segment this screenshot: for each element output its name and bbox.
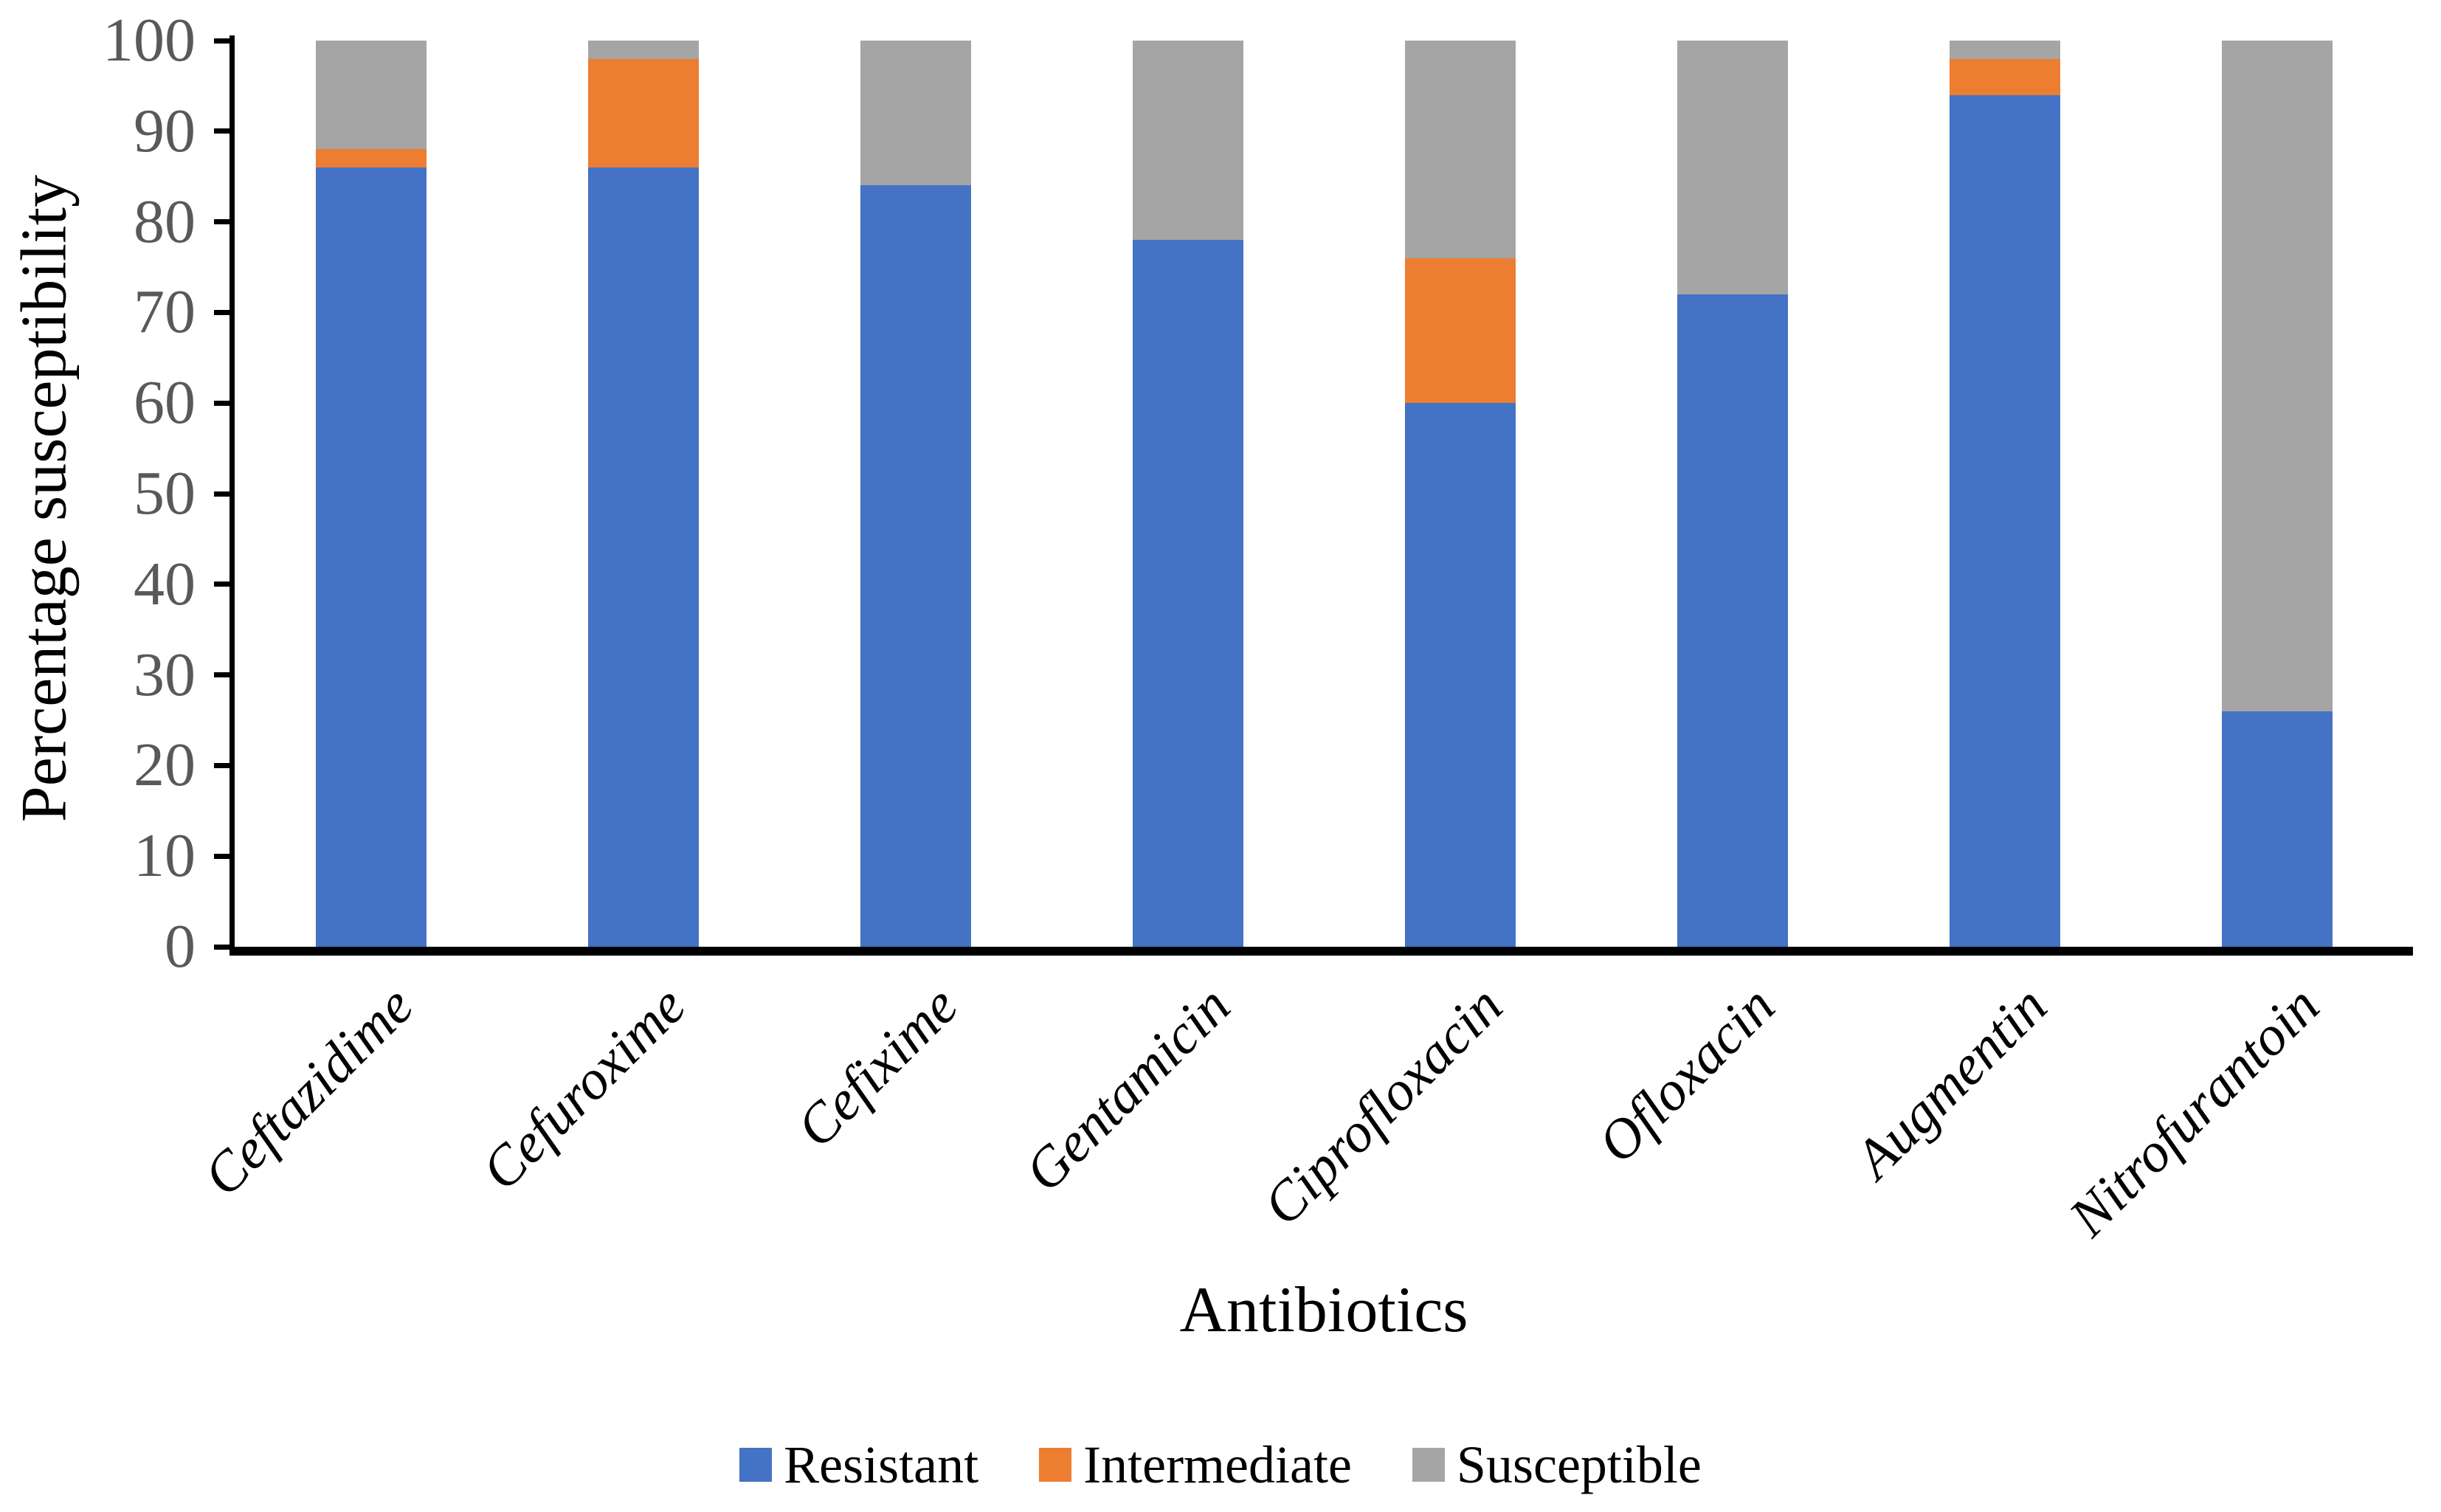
legend-swatch-susceptible xyxy=(1412,1448,1445,1482)
y-tick-label: 30 xyxy=(134,640,196,709)
y-axis-line xyxy=(229,35,235,956)
y-tick-mark xyxy=(214,128,229,134)
y-tick-mark xyxy=(214,38,229,44)
y-tick-label: 50 xyxy=(134,459,196,528)
y-tick-mark xyxy=(214,400,229,406)
y-tick-label: 80 xyxy=(134,187,196,256)
bar-segment-gentamicin-susceptible xyxy=(1132,41,1243,241)
legend-swatch-resistant xyxy=(739,1448,773,1482)
y-tick-mark xyxy=(214,672,229,678)
bar-segment-cefuroxime-resistant xyxy=(587,167,699,947)
y-tick-label: 90 xyxy=(134,96,196,165)
y-tick-label: 20 xyxy=(134,731,196,800)
bar-segment-ceftazidime-susceptible xyxy=(315,41,427,150)
legend-label-susceptible: Susceptible xyxy=(1456,1435,1702,1494)
bar-segment-gentamicin-resistant xyxy=(1132,240,1243,947)
bar-segment-ceftazidime-intermediate xyxy=(315,149,427,168)
bar-segment-nitrofurantoin-susceptible xyxy=(2221,41,2333,711)
legend-label-intermediate: Intermediate xyxy=(1083,1435,1352,1494)
bar-segment-ofloxacin-susceptible xyxy=(1677,41,1788,294)
bar-segment-ciprofloxacin-intermediate xyxy=(1404,258,1516,404)
legend-item-intermediate: Intermediate xyxy=(1039,1435,1352,1494)
y-tick-mark xyxy=(214,762,229,768)
bar-segment-augmentin-resistant xyxy=(1949,94,2060,947)
y-tick-label: 70 xyxy=(134,277,196,347)
bar-segment-ofloxacin-resistant xyxy=(1677,294,1788,947)
y-tick-label: 10 xyxy=(134,821,196,891)
bar-segment-cefixime-susceptible xyxy=(860,41,971,186)
x-axis-line xyxy=(229,947,2413,956)
bar-segment-cefixime-resistant xyxy=(860,185,971,947)
bar-segment-ceftazidime-resistant xyxy=(315,167,427,947)
legend-item-susceptible: Susceptible xyxy=(1412,1435,1702,1494)
legend-swatch-intermediate xyxy=(1039,1448,1072,1482)
y-tick-mark xyxy=(214,309,229,315)
bar-segment-cefuroxime-intermediate xyxy=(587,58,699,168)
bar-segment-augmentin-intermediate xyxy=(1949,58,2060,95)
bar-segment-ciprofloxacin-susceptible xyxy=(1404,41,1516,258)
legend-label-resistant: Resistant xyxy=(784,1435,979,1494)
y-tick-mark xyxy=(214,853,229,859)
y-tick-label: 40 xyxy=(134,549,196,618)
y-tick-label: 0 xyxy=(165,912,196,981)
y-tick-mark xyxy=(214,944,229,950)
bar-segment-augmentin-susceptible xyxy=(1949,41,2060,59)
legend-item-resistant: Resistant xyxy=(739,1435,978,1494)
y-tick-mark xyxy=(214,491,229,497)
bar-segment-nitrofurantoin-resistant xyxy=(2221,711,2333,947)
bar-segment-ciprofloxacin-resistant xyxy=(1404,403,1516,947)
y-tick-mark xyxy=(214,581,229,587)
y-tick-label: 60 xyxy=(134,368,196,438)
legend: Resistant Intermediate Susceptible xyxy=(0,1435,2441,1494)
y-tick-label: 100 xyxy=(103,6,196,75)
bar-segment-cefuroxime-susceptible xyxy=(587,41,699,59)
y-tick-mark xyxy=(214,219,229,225)
x-axis-title: Antibiotics xyxy=(1179,1274,1468,1346)
